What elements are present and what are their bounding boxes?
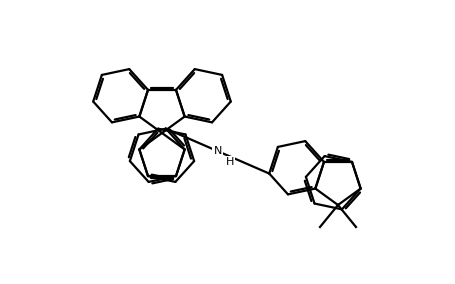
Text: H: H bbox=[225, 157, 233, 167]
Text: N: N bbox=[213, 146, 221, 156]
